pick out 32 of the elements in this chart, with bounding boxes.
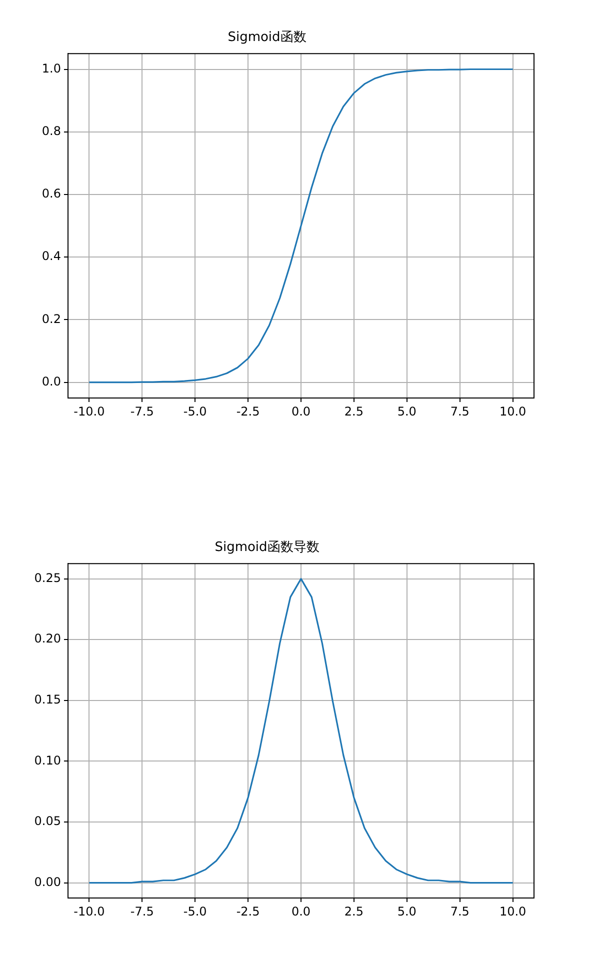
x-tick-label: 7.5 — [450, 404, 470, 418]
x-tick-label: 10.0 — [499, 404, 526, 418]
x-tick-label: -5.0 — [183, 404, 207, 418]
y-tick-label: 0.20 — [34, 632, 61, 646]
x-tick-label: -10.0 — [74, 904, 105, 918]
y-tick-label: 0.4 — [42, 249, 61, 264]
x-tick-label: 2.5 — [344, 904, 364, 918]
x-tick-label: 7.5 — [450, 904, 470, 918]
y-tick-label: 0.8 — [42, 124, 61, 138]
y-tick-label: 0.2 — [42, 312, 61, 326]
x-tick-label: 2.5 — [344, 404, 364, 418]
y-tick-label: 1.0 — [42, 61, 61, 76]
x-tick-label: 5.0 — [397, 404, 416, 418]
x-tick-label: -2.5 — [236, 904, 260, 918]
y-tick-label: 0.6 — [42, 186, 61, 201]
x-tick-label: -7.5 — [130, 904, 154, 918]
chart-title: Sigmoid函数导数 — [214, 540, 320, 556]
y-tick-label: 0.15 — [34, 692, 61, 707]
x-tick-label: -2.5 — [236, 404, 260, 418]
x-tick-label: -10.0 — [74, 404, 105, 418]
x-tick-label: 5.0 — [397, 904, 416, 918]
y-tick-label: 0.25 — [34, 570, 61, 585]
x-tick-label: 0.0 — [291, 904, 311, 918]
x-tick-label: -7.5 — [130, 404, 154, 418]
x-tick-label: 0.0 — [291, 404, 311, 418]
y-tick-label: 0.00 — [34, 874, 61, 889]
x-tick-label: 10.0 — [499, 904, 526, 918]
y-tick-label: 0.0 — [42, 374, 61, 388]
x-tick-label: -5.0 — [183, 904, 207, 918]
y-tick-label: 0.10 — [34, 753, 61, 768]
y-tick-label: 0.05 — [34, 814, 61, 828]
chart-title: Sigmoid函数 — [228, 30, 306, 46]
